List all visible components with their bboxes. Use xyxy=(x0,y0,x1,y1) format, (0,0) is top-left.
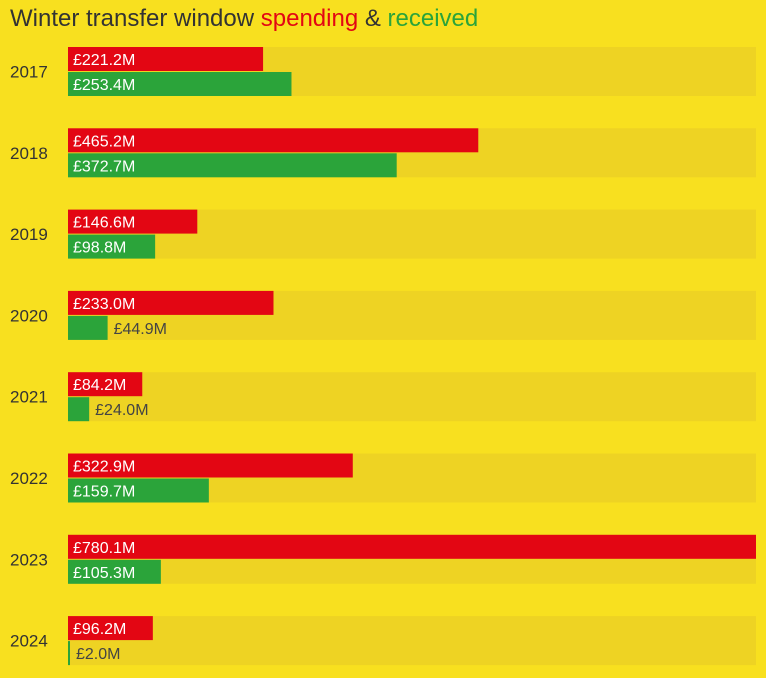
received-value-label: £24.0M xyxy=(95,402,148,419)
year-label: 2021 xyxy=(10,388,48,407)
spending-value-label: £96.2M xyxy=(73,621,126,638)
spending-value-label: £322.9M xyxy=(73,459,135,476)
received-value-label: £2.0M xyxy=(76,646,120,663)
year-label: 2018 xyxy=(10,144,48,163)
spending-value-label: £233.0M xyxy=(73,296,135,313)
spending-value-label: £221.2M xyxy=(73,52,135,69)
received-value-label: £159.7M xyxy=(73,484,135,501)
received-value-label: £105.3M xyxy=(73,565,135,582)
chart-title-prefix: Winter transfer window xyxy=(10,5,261,32)
spending-bar xyxy=(68,453,353,478)
chart-title-spending: spending xyxy=(260,5,359,32)
spending-bar xyxy=(68,372,143,397)
spending-bar xyxy=(68,290,274,315)
chart-title: Winter transfer window spending & receiv… xyxy=(10,5,478,33)
spending-value-label: £780.1M xyxy=(73,540,135,557)
bar-track xyxy=(68,372,756,422)
spending-bar xyxy=(68,128,479,153)
year-label: 2020 xyxy=(10,306,48,325)
spending-bar xyxy=(68,209,198,234)
spending-value-label: £146.6M xyxy=(73,215,135,232)
year-label: 2024 xyxy=(10,632,48,651)
bar-track xyxy=(68,616,756,666)
received-value-label: £253.4M xyxy=(73,77,135,94)
spending-bar xyxy=(68,534,756,559)
spending-bar xyxy=(68,616,153,641)
received-value-label: £44.9M xyxy=(114,321,167,338)
chart-title-received: received xyxy=(387,5,479,32)
received-bar xyxy=(68,72,292,96)
received-bar xyxy=(68,478,209,503)
year-label: 2017 xyxy=(10,63,48,82)
spending-value-label: £84.2M xyxy=(73,377,126,394)
received-bar xyxy=(68,559,161,584)
received-bar xyxy=(68,641,70,666)
received-bar xyxy=(68,397,90,422)
spending-value-label: £465.2M xyxy=(73,133,135,150)
received-bar xyxy=(68,234,156,259)
received-value-label: £372.7M xyxy=(73,158,135,175)
received-bar xyxy=(68,153,397,178)
year-label: 2023 xyxy=(10,550,48,569)
year-label: 2019 xyxy=(10,225,48,244)
year-label: 2022 xyxy=(10,469,48,488)
spending-bar xyxy=(68,47,264,71)
received-bar xyxy=(68,315,108,340)
chart-title-connector: & xyxy=(358,5,388,32)
received-value-label: £98.8M xyxy=(73,240,126,257)
